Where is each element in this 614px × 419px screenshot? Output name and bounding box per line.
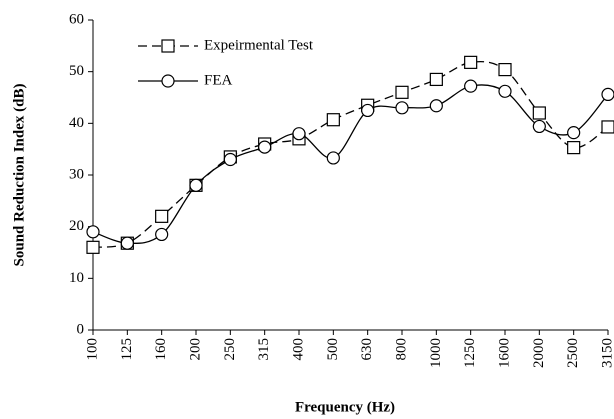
y-tick-label: 50 bbox=[69, 63, 84, 79]
marker bbox=[395, 85, 409, 99]
x-tick-label: 100 bbox=[84, 338, 100, 361]
marker bbox=[498, 62, 512, 77]
x-tick-label: 200 bbox=[187, 338, 203, 361]
series-line bbox=[92, 84, 609, 245]
marker bbox=[326, 151, 340, 165]
x-tick-label: 2500 bbox=[565, 338, 581, 368]
y-tick-label: 20 bbox=[69, 218, 84, 234]
marker bbox=[120, 236, 134, 250]
x-tick-label: 160 bbox=[153, 338, 169, 361]
x-tick-label: 315 bbox=[256, 338, 272, 361]
y-tick-label: 40 bbox=[69, 115, 84, 131]
marker bbox=[567, 126, 581, 140]
y-tick-label: 0 bbox=[77, 321, 85, 337]
series-line bbox=[92, 60, 609, 248]
x-tick-label: 3150 bbox=[599, 338, 614, 368]
marker bbox=[155, 209, 169, 223]
x-tick-label: 1000 bbox=[428, 338, 444, 368]
x-tick-label: 500 bbox=[325, 338, 341, 361]
marker bbox=[498, 84, 512, 98]
marker bbox=[258, 140, 272, 154]
y-axis-title: Sound Reduction Index (dB) bbox=[11, 84, 27, 267]
x-tick-label: 630 bbox=[359, 338, 375, 361]
x-tick-label: 1250 bbox=[462, 338, 478, 368]
marker bbox=[161, 39, 175, 53]
x-tick-label: 2000 bbox=[531, 338, 547, 368]
marker bbox=[429, 99, 443, 113]
marker bbox=[86, 225, 100, 239]
legend-label: FEA bbox=[204, 72, 233, 88]
marker bbox=[361, 103, 375, 118]
marker bbox=[189, 178, 203, 192]
marker bbox=[429, 72, 443, 87]
x-tick-label: 800 bbox=[393, 338, 409, 361]
marker bbox=[161, 74, 175, 88]
y-tick-label: 60 bbox=[69, 11, 84, 27]
marker bbox=[567, 141, 581, 155]
marker bbox=[155, 227, 169, 242]
marker bbox=[223, 152, 237, 167]
marker bbox=[532, 119, 546, 134]
y-tick-label: 10 bbox=[69, 270, 84, 286]
marker bbox=[601, 87, 614, 101]
y-tick-label: 30 bbox=[69, 166, 84, 182]
marker bbox=[601, 120, 614, 134]
legend-label: Expeirmental Test bbox=[204, 37, 314, 53]
x-tick-label: 1600 bbox=[496, 338, 512, 368]
x-tick-label: 125 bbox=[119, 338, 135, 361]
marker bbox=[395, 101, 409, 115]
marker bbox=[464, 79, 478, 93]
x-axis-title: Frequency (Hz) bbox=[295, 399, 395, 415]
marker bbox=[464, 55, 478, 69]
marker bbox=[326, 113, 340, 127]
marker bbox=[292, 127, 306, 141]
marker bbox=[86, 240, 100, 254]
marker bbox=[532, 106, 546, 120]
x-tick-label: 250 bbox=[222, 338, 238, 361]
x-tick-label: 400 bbox=[290, 338, 306, 361]
